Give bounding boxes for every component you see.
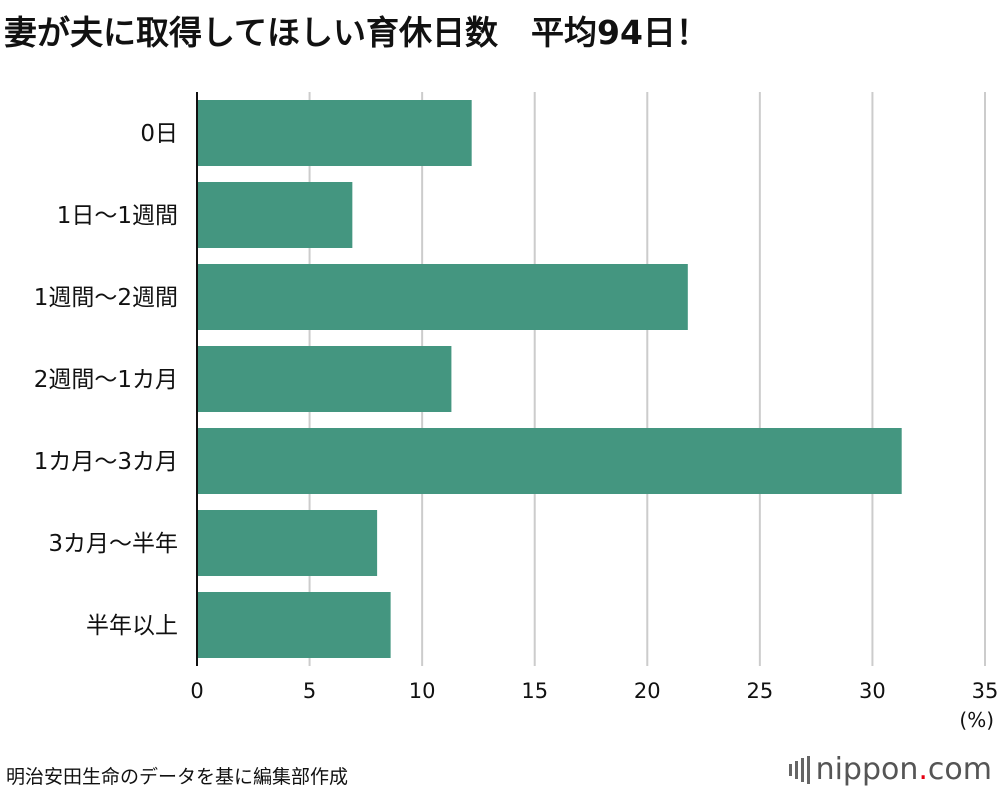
x-axis-unit-label: (%) (959, 708, 994, 732)
x-tick-label: 25 (746, 679, 773, 703)
x-tick-label: 15 (521, 679, 548, 703)
logo-bars-icon (788, 755, 810, 784)
category-label: 1週間〜2週間 (34, 285, 178, 311)
x-tick-label: 0 (190, 679, 203, 703)
chart-title: 妻が夫に取得してほしい育休日数 平均94日！ (4, 13, 709, 52)
x-tick-label: 30 (859, 679, 886, 703)
bar-3 (197, 346, 452, 412)
category-label: 3カ月〜半年 (48, 531, 178, 557)
bar-6 (197, 592, 391, 658)
x-tick-label: 5 (303, 679, 316, 703)
category-label: 2週間〜1カ月 (34, 367, 178, 393)
bar-0 (197, 100, 472, 166)
logo-name: nippon (815, 752, 919, 787)
category-label: 1日〜1週間 (57, 203, 178, 229)
bar-5 (197, 510, 378, 576)
bar-1 (197, 182, 353, 248)
logo-suffix: com (927, 752, 992, 787)
category-label: 半年以上 (86, 613, 178, 639)
x-tick-label: 35 (972, 679, 999, 703)
bar-2 (197, 264, 688, 330)
bars (197, 100, 902, 658)
bar-4 (197, 428, 902, 494)
logo-dot: . (918, 752, 928, 787)
category-label: 0日 (140, 121, 178, 147)
x-tick-label: 10 (409, 679, 436, 703)
source-note: 明治安田生命のデータを基に編集部作成 (6, 766, 349, 788)
category-label: 1カ月〜3カ月 (34, 449, 178, 475)
tick-labels: 0 5 10 15 20 25 30 35 (190, 679, 998, 703)
nippon-com-logo: nippon. com (788, 752, 992, 787)
x-tick-label: 20 (634, 679, 661, 703)
